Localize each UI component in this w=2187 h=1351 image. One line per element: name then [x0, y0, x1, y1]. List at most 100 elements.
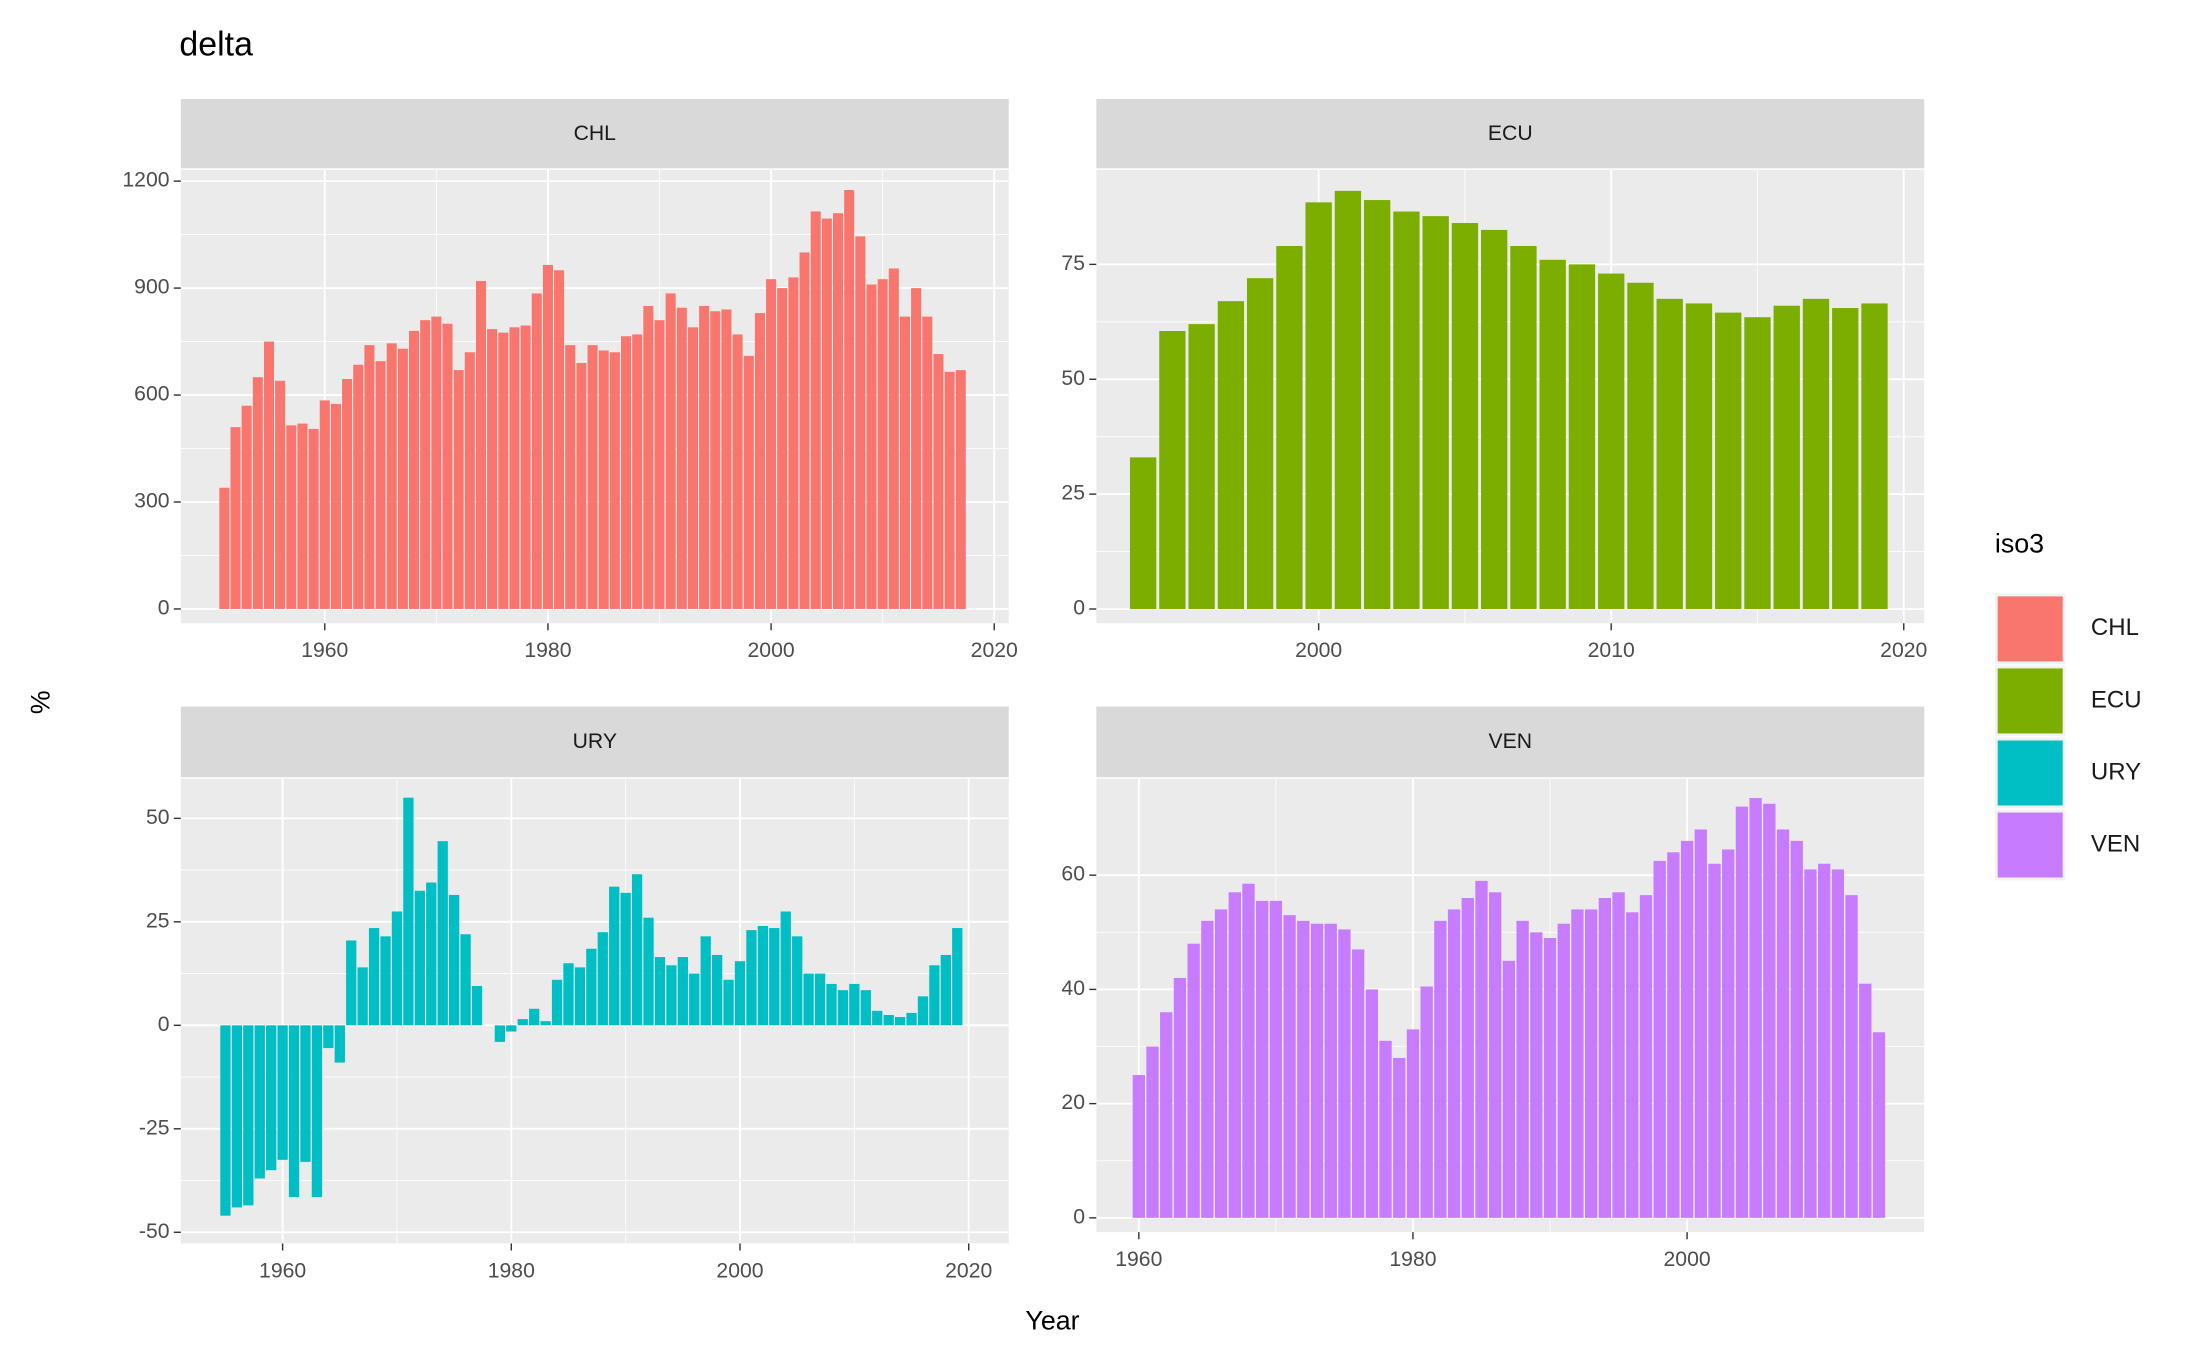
- bar: [1639, 895, 1653, 1218]
- bar: [1598, 898, 1612, 1218]
- bar: [471, 985, 483, 1026]
- bar: [1305, 202, 1332, 609]
- bar: [632, 334, 643, 609]
- x-axis-title: Year: [1025, 1306, 1079, 1336]
- strip: [180, 706, 1009, 778]
- bar: [1831, 869, 1845, 1218]
- bar: [1187, 943, 1200, 1218]
- y-tick-label: 25: [1061, 482, 1085, 505]
- bar: [397, 348, 408, 609]
- strip-label: URY: [573, 730, 617, 753]
- bar: [1188, 324, 1215, 609]
- bar: [1489, 892, 1502, 1218]
- bar: [1845, 895, 1858, 1218]
- bar: [453, 370, 464, 609]
- bar: [1694, 829, 1707, 1218]
- bar: [275, 380, 286, 609]
- bar: [464, 352, 475, 609]
- bar: [1776, 829, 1790, 1218]
- bar: [677, 957, 688, 1026]
- bar: [777, 288, 788, 609]
- bar: [334, 1025, 345, 1063]
- bar: [757, 925, 769, 1026]
- bar: [437, 841, 448, 1026]
- bar: [391, 911, 403, 1026]
- bar: [1451, 223, 1479, 609]
- bar: [929, 965, 940, 1026]
- bar: [598, 350, 609, 609]
- strip-label: CHL: [574, 122, 617, 145]
- bar: [1861, 303, 1888, 609]
- bar: [643, 305, 654, 609]
- bar: [1146, 1046, 1159, 1218]
- bar: [1817, 863, 1831, 1218]
- bar: [1214, 909, 1228, 1218]
- bar: [1735, 806, 1749, 1218]
- bar: [364, 345, 375, 609]
- x-tick-label: 2020: [1880, 639, 1927, 662]
- x-tick-label: 2000: [748, 639, 795, 662]
- bar: [319, 400, 330, 609]
- y-tick-label: 1200: [122, 169, 169, 192]
- bar: [426, 882, 437, 1026]
- bar: [911, 288, 922, 609]
- bar: [754, 313, 765, 609]
- bar: [1276, 245, 1303, 609]
- y-tick-label: 300: [134, 490, 169, 513]
- bar: [894, 1017, 906, 1026]
- x-tick-label: 1980: [488, 1259, 535, 1282]
- y-tick-label: 600: [134, 383, 169, 406]
- bar: [300, 1025, 311, 1162]
- bar: [746, 930, 757, 1026]
- bar: [520, 325, 531, 609]
- bar: [597, 932, 608, 1026]
- bar: [254, 1025, 265, 1179]
- bar: [1393, 211, 1420, 609]
- bar: [509, 327, 520, 609]
- bar: [940, 954, 951, 1026]
- bar: [353, 364, 364, 609]
- bar: [487, 329, 498, 609]
- bar: [297, 423, 308, 609]
- bar: [1129, 457, 1157, 609]
- bar: [311, 1025, 323, 1198]
- bar: [780, 911, 791, 1026]
- bar: [1447, 909, 1461, 1218]
- bar: [1749, 798, 1762, 1218]
- bar: [952, 928, 963, 1026]
- bar: [1475, 880, 1488, 1218]
- bar: [769, 928, 780, 1026]
- bar: [1744, 317, 1771, 609]
- bar: [231, 1025, 243, 1208]
- bar: [266, 1025, 277, 1171]
- bar: [540, 1021, 551, 1026]
- bar: [1568, 264, 1596, 609]
- x-tick-label: 1960: [301, 639, 348, 662]
- bar: [1269, 900, 1283, 1218]
- x-tick-label: 2000: [716, 1259, 763, 1282]
- bar: [1242, 883, 1255, 1218]
- bar: [654, 957, 666, 1026]
- legend-key: [1997, 740, 2063, 806]
- bar: [1481, 229, 1508, 609]
- bar: [1722, 849, 1735, 1218]
- bar: [955, 370, 966, 609]
- bar: [837, 990, 849, 1026]
- bar: [1228, 892, 1241, 1218]
- x-tick-label: 1980: [1389, 1248, 1436, 1271]
- y-axis-title: %: [25, 690, 55, 714]
- bar: [1420, 986, 1433, 1218]
- y-tick-label: 0: [1073, 597, 1085, 620]
- bar: [766, 279, 777, 609]
- bar: [1310, 923, 1324, 1218]
- bar: [563, 963, 574, 1026]
- y-tick-label: 0: [158, 597, 170, 620]
- bar: [574, 967, 586, 1026]
- y-tick-label: 75: [1061, 252, 1085, 275]
- bar: [803, 973, 814, 1026]
- bar: [551, 979, 563, 1026]
- bar: [308, 428, 319, 609]
- bar: [1510, 245, 1537, 609]
- bar: [1763, 803, 1776, 1218]
